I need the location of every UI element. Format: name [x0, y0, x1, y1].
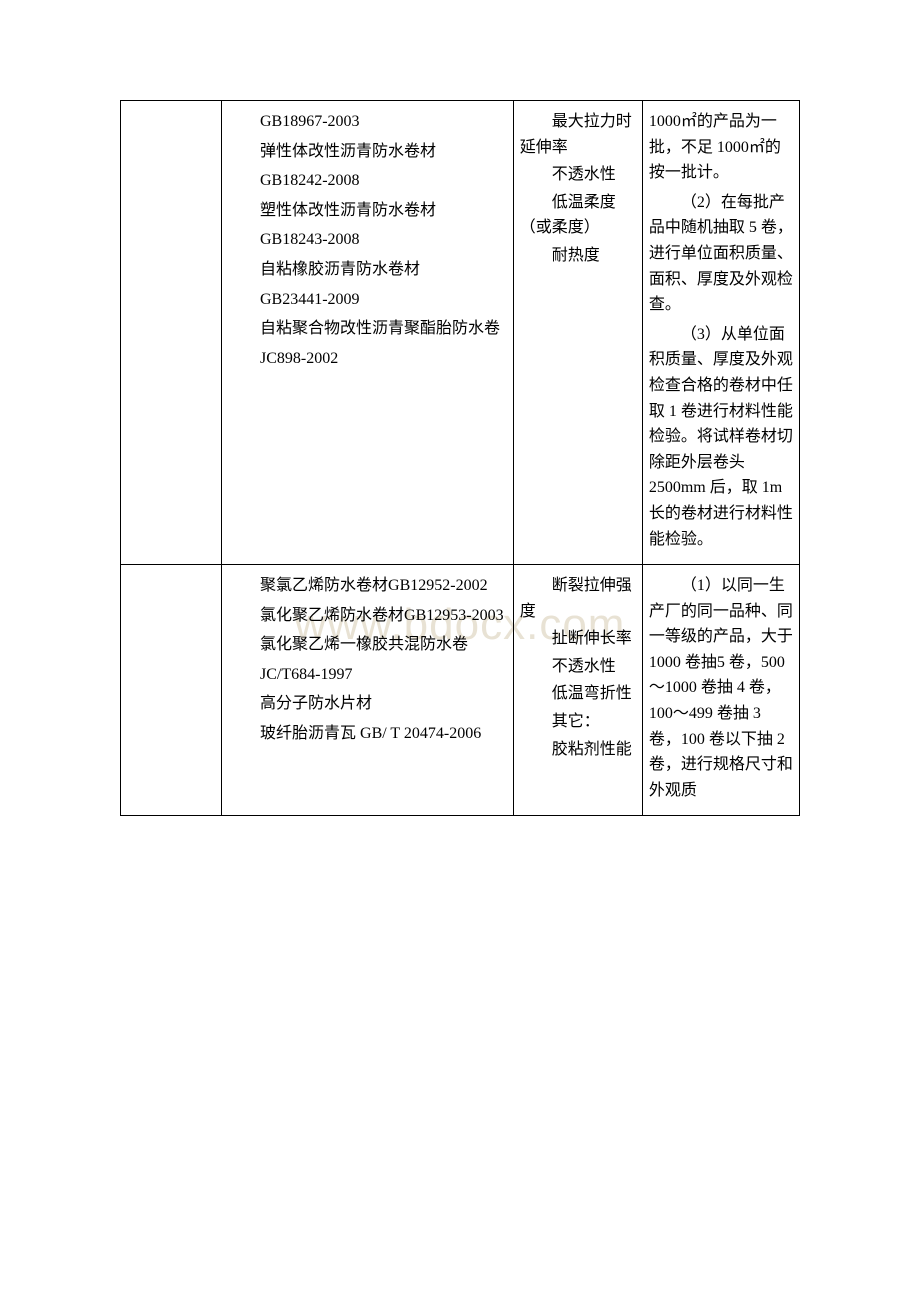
- test-item: 不透水性: [520, 162, 636, 188]
- standard-name: 高分子防水片材: [228, 691, 507, 717]
- cell-standards: GB18967-2003 弹性体改性沥青防水卷材 GB18242-2008 塑性…: [222, 101, 514, 565]
- standard-name: 自粘聚合物改性沥青聚酯胎防水卷: [228, 316, 507, 342]
- cell-test-items: 断裂拉伸强度 扯断伸长率 不透水性 低温弯折性 其它： 胶粘剂性能: [513, 565, 642, 816]
- standard-code: GB23441-2009: [228, 287, 507, 313]
- standard-item: 玻纤胎沥青瓦 GB/ T 20474-2006: [228, 721, 507, 747]
- standard-code: JC/T684-1997: [228, 662, 507, 688]
- test-item: 耐热度: [520, 243, 636, 269]
- cell-sampling: （1）以同一生产厂的同一品种、同一等级的产品，大于 1000 卷抽5 卷，500…: [642, 565, 799, 816]
- standard-item: 聚氯乙烯防水卷材GB12952-2002: [228, 573, 507, 599]
- sampling-text: （1）以同一生产厂的同一品种、同一等级的产品，大于 1000 卷抽5 卷，500…: [649, 573, 793, 803]
- cell-test-items: 最大拉力时延伸率 不透水性 低温柔度（或柔度） 耐热度: [513, 101, 642, 565]
- cell-category: [121, 565, 222, 816]
- test-item: 不透水性: [520, 654, 636, 680]
- test-item: 低温柔度（或柔度）: [520, 190, 636, 241]
- test-item: 胶粘剂性能: [520, 737, 636, 763]
- content-wrapper: GB18967-2003 弹性体改性沥青防水卷材 GB18242-2008 塑性…: [120, 100, 800, 816]
- standard-item: 氯化聚乙烯防水卷材GB12953-2003: [228, 603, 507, 629]
- standard-code: GB18243-2008: [228, 227, 507, 253]
- table-row: GB18967-2003 弹性体改性沥青防水卷材 GB18242-2008 塑性…: [121, 101, 800, 565]
- test-item: 断裂拉伸强度: [520, 573, 636, 624]
- test-item: 扯断伸长率: [520, 626, 636, 652]
- sampling-text: （3）从单位面积质量、厚度及外观检查合格的卷材中任取 1 卷进行材料性能检验。将…: [649, 322, 793, 552]
- cell-standards: 聚氯乙烯防水卷材GB12952-2002 氯化聚乙烯防水卷材GB12953-20…: [222, 565, 514, 816]
- cell-category: [121, 101, 222, 565]
- sampling-text: （2）在每批产品中随机抽取 5 卷，进行单位面积质量、面积、厚度及外观检查。: [649, 190, 793, 318]
- test-item: 最大拉力时延伸率: [520, 109, 636, 160]
- cell-sampling: 1000㎡的产品为一批，不足 1000㎡的按一批计。 （2）在每批产品中随机抽取…: [642, 101, 799, 565]
- standard-code: GB18242-2008: [228, 168, 507, 194]
- standard-name: 自粘橡胶沥青防水卷材: [228, 257, 507, 283]
- standard-name: 弹性体改性沥青防水卷材: [228, 139, 507, 165]
- table-row: 聚氯乙烯防水卷材GB12952-2002 氯化聚乙烯防水卷材GB12953-20…: [121, 565, 800, 816]
- standard-code: GB18967-2003: [228, 109, 507, 135]
- test-item: 低温弯折性: [520, 681, 636, 707]
- standard-name: 塑性体改性沥青防水卷材: [228, 198, 507, 224]
- standard-item: 氯化聚乙烯一橡胶共混防水卷: [228, 632, 507, 658]
- standard-code: JC898-2002: [228, 346, 507, 372]
- test-item: 其它：: [520, 709, 636, 735]
- standards-table: GB18967-2003 弹性体改性沥青防水卷材 GB18242-2008 塑性…: [120, 100, 800, 816]
- sampling-text: 1000㎡的产品为一批，不足 1000㎡的按一批计。: [649, 109, 793, 186]
